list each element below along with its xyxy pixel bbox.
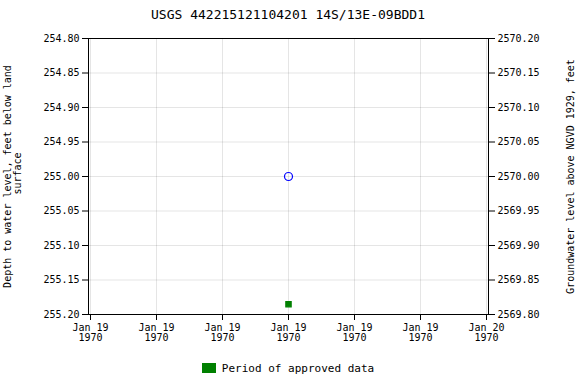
svg-text:Jan 191970: Jan 191970 [204,322,240,343]
svg-text:Jan 201970: Jan 201970 [468,322,504,343]
svg-text:2569.80: 2569.80 [498,309,540,320]
svg-text:254.80: 254.80 [43,33,79,44]
svg-text:Jan 191970: Jan 191970 [270,322,306,343]
svg-text:Groundwater level above NGVD 1: Groundwater level above NGVD 1929, feet [565,59,576,294]
svg-text:2570.10: 2570.10 [498,102,540,113]
svg-text:2570.05: 2570.05 [498,136,540,147]
svg-text:255.05: 255.05 [43,205,79,216]
svg-text:Jan 191970: Jan 191970 [402,322,438,343]
svg-text:254.95: 254.95 [43,136,79,147]
svg-text:255.15: 255.15 [43,274,79,285]
svg-text:2569.90: 2569.90 [498,240,540,251]
svg-text:Jan 191970: Jan 191970 [138,322,174,343]
svg-text:254.85: 254.85 [43,67,79,78]
svg-text:Depth to water level, feet bel: Depth to water level, feet below land su… [2,65,23,288]
html-text:Period of approved data: Period of approved data [221,361,375,375]
svg-text:254.90: 254.90 [43,102,79,113]
svg-text:255.20: 255.20 [43,309,79,320]
svg-text:2569.85: 2569.85 [498,274,540,285]
svg-text:2570.00: 2570.00 [498,171,540,182]
svg-text:2570.20: 2570.20 [498,33,540,44]
svg-text:2570.15: 2570.15 [498,67,540,78]
html-text:USGS 442215121104201 14S/13E-0: USGS 442215121104201 14S/13E-09BDD1 [151,7,425,22]
svg-text:Jan 191970: Jan 191970 [336,322,372,343]
svg-text:Jan 191970: Jan 191970 [72,322,108,343]
svg-text:2569.95: 2569.95 [498,205,540,216]
svg-text:255.00: 255.00 [43,171,79,182]
svg-text:255.10: 255.10 [43,240,79,251]
